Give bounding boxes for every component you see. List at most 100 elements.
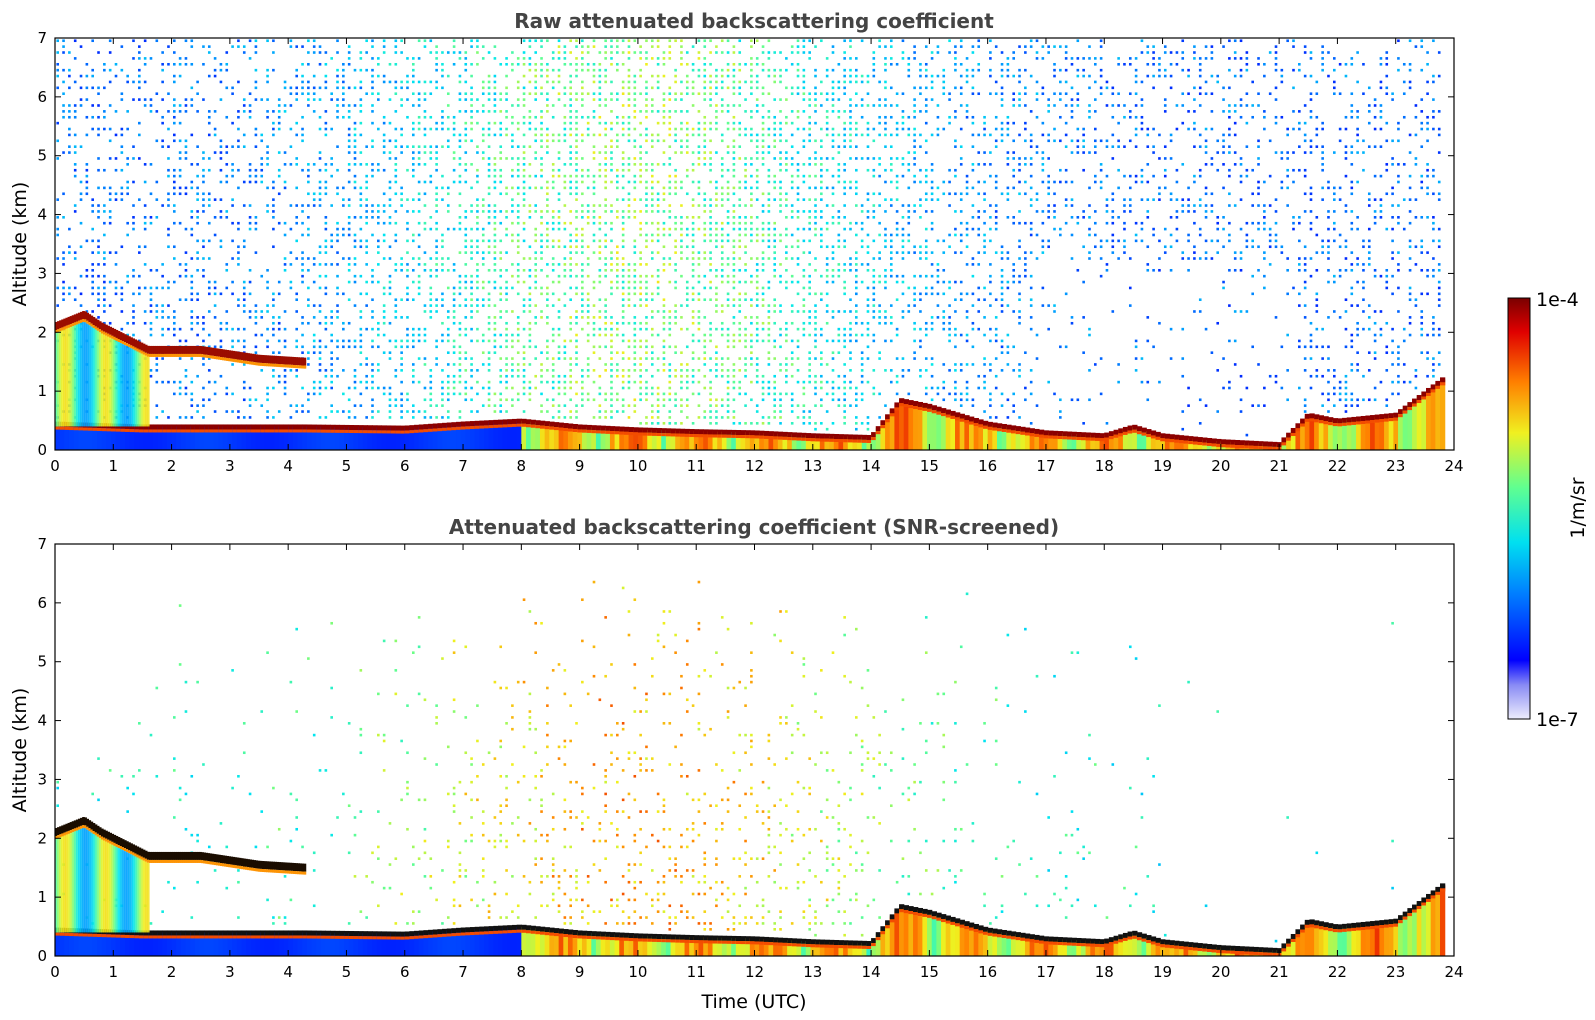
speckle-cell [820,145,823,148]
speckle-cell [709,227,712,231]
speckle-cell [808,274,811,278]
speckle-cell [843,327,846,331]
speckle-cell [493,216,497,219]
speckle-cell [266,80,269,84]
speckle-cell [650,186,654,190]
speckle-cell [318,127,322,131]
speckle-cell [936,280,940,284]
speckle-cell [435,298,438,302]
speckle-cell [703,121,707,125]
speckle-cell [796,239,800,243]
speckle-cell [126,74,129,78]
speckle-cell [627,298,631,302]
speckle-cell [831,316,835,319]
speckle-cell [732,45,736,48]
speckle-cell [528,216,532,219]
speckle-cell [435,151,438,154]
speckle-cell [866,310,870,313]
speckle-cell [359,310,363,313]
speckle-cell [575,239,578,243]
speckle-cell [371,268,374,272]
speckle-cell [831,139,835,143]
speckle-cell [470,251,473,254]
speckle-cell [720,104,724,107]
speckle-cell [551,51,555,54]
speckle-cell [761,268,765,272]
speckle-cell [808,51,811,54]
speckle-cell [446,139,450,143]
speckle-cell [528,286,532,290]
speckle-cell [575,245,578,249]
speckle-cell [674,268,677,272]
speckle-cell [703,286,707,290]
speckle-cell [91,204,94,207]
speckle-cell [616,216,619,219]
speckle-cell [668,363,672,366]
speckle-cell [493,251,497,254]
speckle-cell [254,68,258,72]
speckle-cell [616,115,619,119]
speckle-cell [814,198,817,201]
speckle-cell [668,121,672,125]
speckle-cell [417,263,421,266]
speckle-cell [505,62,508,66]
speckle-cell [161,263,164,266]
speckle-cell [831,351,835,354]
speckle-cell [551,416,555,419]
speckle-cell [423,192,427,196]
speckle-cell [849,357,852,360]
speckle-cell [732,127,736,131]
speckle-cell [668,98,672,101]
speckle-cell [178,168,182,172]
speckle-cell [924,245,928,249]
speckle-cell [481,204,485,207]
speckle-cell [155,316,159,319]
speckle-cell [557,216,561,219]
speckle-cell [441,257,444,260]
speckle-cell [750,163,753,166]
speckle-cell [814,186,817,190]
speckle-cell [423,310,427,313]
speckle-cell [546,298,549,302]
speckle-cell [365,374,368,378]
speckle-cell [930,316,934,319]
speckle-cell [674,139,677,143]
speckle-cell [505,216,508,219]
speckle-cell [872,157,876,160]
speckle-cell [353,374,357,378]
speckle-cell [592,286,596,290]
speckle-cell [371,369,374,372]
speckle-cell [207,168,211,172]
speckle-cell [895,186,899,190]
speckle-cell [662,392,666,396]
speckle-cell [446,363,450,366]
speckle-cell [785,286,788,290]
speckle-cell [476,327,479,331]
speckle-cell [779,139,782,143]
speckle-cell [91,310,94,313]
speckle-cell [563,121,567,125]
speckle-cell [703,386,707,390]
speckle-cell [336,221,339,225]
speckle-cell [231,239,234,243]
speckle-cell [546,198,549,201]
speckle-cell [616,139,619,143]
speckle-cell [219,80,223,84]
speckle-cell [720,168,724,172]
speckle-cell [860,374,864,378]
speckle-cell [487,174,491,178]
speckle-cell [616,351,619,354]
speckle-cell [645,127,648,131]
speckle-cell [913,357,916,360]
speckle-cell [691,198,695,201]
speckle-cell [569,286,572,290]
speckle-cell [866,422,870,425]
speckle-cell [668,180,672,184]
speckle-cell [487,51,491,54]
speckle-cell [277,316,281,319]
speckle-cell [505,310,508,313]
speckle-cell [353,369,357,372]
speckle-cell [342,410,345,413]
speckle-cell [295,339,299,343]
speckle-cell [388,151,392,154]
